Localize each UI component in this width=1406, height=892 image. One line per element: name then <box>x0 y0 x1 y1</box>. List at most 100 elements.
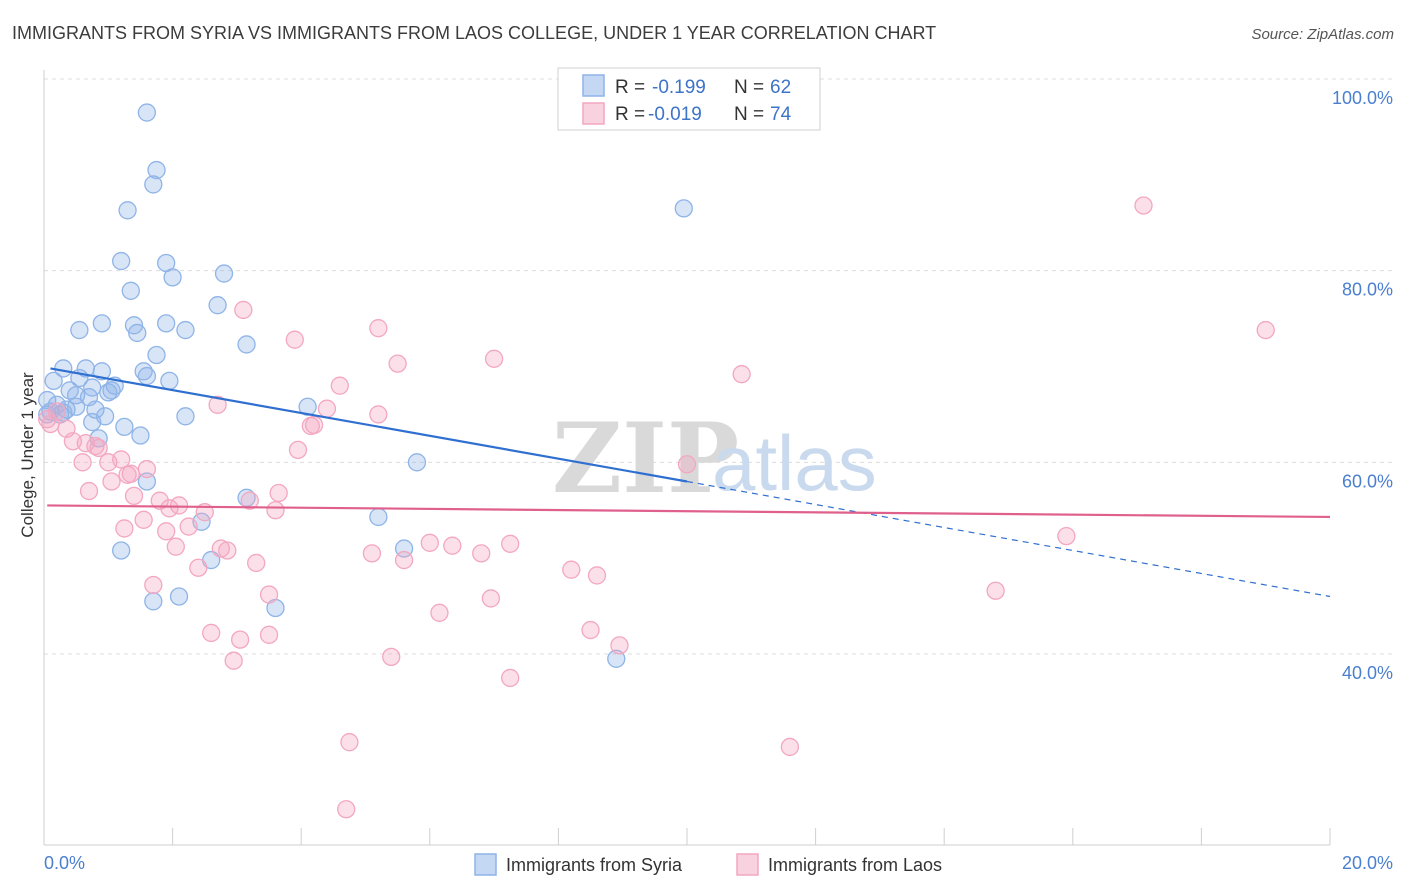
data-point <box>102 381 121 400</box>
data-point <box>587 566 607 585</box>
data-point <box>266 501 285 520</box>
data-point <box>562 560 581 579</box>
data-point <box>83 412 102 432</box>
data-point <box>112 541 131 560</box>
stats-n-label-laos: N = <box>734 104 764 125</box>
data-point <box>79 481 99 501</box>
data-point <box>157 314 176 333</box>
stats-r-value-syria: -0.199 <box>652 77 706 98</box>
data-point <box>610 636 629 655</box>
data-point <box>1057 526 1076 546</box>
data-point <box>112 251 131 271</box>
x-tick-label-min: 0.0% <box>44 853 85 873</box>
data-point <box>115 519 134 538</box>
data-point <box>211 539 230 558</box>
data-point <box>317 399 337 418</box>
data-point <box>407 453 427 472</box>
data-point <box>240 491 259 510</box>
data-point <box>420 533 439 552</box>
data-point <box>369 319 388 338</box>
data-point <box>176 320 195 340</box>
data-point <box>208 296 227 315</box>
data-point <box>369 405 388 424</box>
series-points-1 <box>38 196 1275 819</box>
data-point <box>259 625 279 644</box>
chart-title: IMMIGRANTS FROM SYRIA VS IMMIGRANTS FROM… <box>12 23 936 43</box>
data-point <box>1134 196 1153 215</box>
data-point <box>501 668 520 688</box>
data-point <box>224 651 243 670</box>
data-point <box>131 426 150 445</box>
data-point <box>147 160 166 180</box>
watermark-zip: ZIP <box>552 402 739 515</box>
data-point <box>472 544 491 563</box>
grid <box>44 78 1392 655</box>
data-point <box>269 483 288 503</box>
data-point <box>124 486 144 506</box>
data-point <box>237 335 256 354</box>
data-point <box>121 464 140 483</box>
data-point <box>144 592 163 611</box>
data-point <box>47 402 67 421</box>
data-point <box>128 323 147 343</box>
data-points <box>38 103 1275 819</box>
data-point <box>607 649 626 668</box>
data-point <box>337 800 356 819</box>
data-point <box>102 472 121 491</box>
legend-label-laos: Immigrants from Laos <box>768 855 942 875</box>
data-point <box>218 541 237 560</box>
data-point <box>581 620 600 640</box>
axes <box>43 70 1331 846</box>
data-point <box>189 558 208 577</box>
data-point <box>137 103 157 122</box>
stats-r-label-syria: R = <box>615 77 645 98</box>
data-point <box>137 459 157 479</box>
data-point <box>157 522 176 541</box>
data-point <box>160 371 179 391</box>
data-point <box>732 365 751 384</box>
data-point <box>92 362 112 381</box>
data-point <box>134 362 153 381</box>
data-point <box>176 407 195 426</box>
data-point <box>362 544 382 563</box>
data-point <box>234 300 253 320</box>
stats-r-value-laos: -0.019 <box>648 104 702 125</box>
data-point <box>112 450 131 469</box>
data-point <box>484 349 504 368</box>
data-point <box>1256 320 1275 340</box>
data-point <box>70 320 89 340</box>
data-point <box>202 623 221 643</box>
data-point <box>89 438 108 458</box>
y-tick-label-3: 40.0% <box>1342 663 1393 683</box>
data-point <box>288 440 308 460</box>
data-point <box>179 517 198 536</box>
data-point <box>430 603 449 622</box>
data-point <box>115 417 134 437</box>
data-point <box>214 264 234 283</box>
data-point <box>298 397 317 416</box>
data-point <box>44 371 63 391</box>
data-point <box>166 537 185 556</box>
data-point <box>388 354 407 373</box>
data-point <box>99 383 118 402</box>
trend-lines <box>47 367 1331 598</box>
y-tick-labels: 100.0% 80.0% 60.0% 40.0% <box>1332 88 1393 683</box>
series-legend: Immigrants from Syria Immigrants from La… <box>474 853 942 876</box>
data-point <box>382 647 401 667</box>
watermark: ZIP atlas <box>552 402 877 515</box>
data-point <box>230 630 250 649</box>
data-point <box>73 453 92 472</box>
data-point <box>144 175 163 194</box>
data-point <box>501 534 520 553</box>
data-point <box>67 397 86 416</box>
data-point <box>481 589 501 608</box>
x-tick-label-max: 20.0% <box>1342 853 1393 873</box>
trend-line-0 <box>50 367 688 483</box>
y-axis-label: College, Under 1 year <box>18 372 37 538</box>
data-point <box>121 281 140 300</box>
data-point <box>259 585 279 604</box>
data-point <box>986 581 1005 600</box>
series-points-0 <box>38 103 693 668</box>
chart-source: Source: ZipAtlas.com <box>1251 26 1394 43</box>
